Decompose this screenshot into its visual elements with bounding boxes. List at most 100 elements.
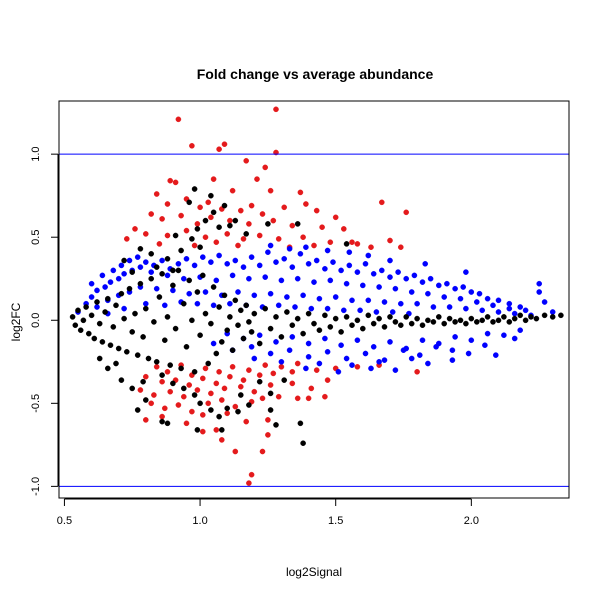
data-point — [102, 284, 108, 290]
data-point — [419, 322, 426, 329]
data-point — [294, 221, 301, 227]
data-point — [324, 305, 331, 312]
x-axis-label: log2Signal — [286, 565, 342, 579]
data-point — [408, 320, 415, 327]
data-point — [243, 231, 249, 237]
data-point — [134, 254, 141, 260]
data-point — [96, 320, 103, 327]
data-point — [248, 343, 255, 350]
data-point — [452, 334, 458, 340]
data-point — [227, 222, 233, 229]
data-point — [463, 320, 469, 327]
data-point — [191, 242, 198, 249]
data-point — [107, 279, 114, 285]
data-point — [88, 312, 95, 319]
data-point — [300, 330, 306, 337]
data-point — [183, 420, 190, 427]
data-point — [362, 350, 369, 357]
data-point — [311, 279, 317, 285]
data-point — [387, 339, 393, 345]
data-point — [178, 247, 184, 254]
data-point — [221, 202, 228, 209]
data-point — [121, 315, 127, 322]
data-point — [237, 392, 244, 398]
data-point — [324, 377, 331, 383]
data-point — [237, 383, 244, 390]
data-point — [284, 294, 290, 300]
data-point — [381, 324, 388, 330]
data-point — [387, 257, 393, 264]
y-axis: -1.0 -0.5 0.0 0.5 1.0 — [30, 147, 59, 496]
data-point — [392, 367, 399, 373]
data-point — [492, 352, 499, 358]
data-point — [354, 317, 361, 324]
data-point — [251, 310, 258, 317]
data-point — [167, 388, 173, 395]
data-point — [275, 302, 282, 309]
data-point — [216, 304, 222, 310]
data-point — [170, 287, 176, 294]
data-point — [216, 368, 222, 375]
data-point — [392, 319, 399, 325]
data-point — [468, 337, 475, 344]
data-point — [205, 199, 211, 206]
data-point — [273, 339, 279, 345]
data-point — [300, 292, 306, 299]
data-point — [368, 244, 374, 250]
data-point — [69, 314, 76, 320]
data-point — [397, 300, 404, 307]
data-point — [308, 305, 315, 312]
data-point — [159, 418, 165, 425]
data-point — [322, 312, 328, 319]
data-point — [129, 329, 135, 335]
data-point — [189, 408, 195, 415]
data-point — [191, 262, 198, 269]
data-point — [199, 254, 206, 260]
data-point — [522, 317, 529, 324]
data-point — [235, 408, 241, 415]
data-point — [142, 300, 149, 307]
data-point — [191, 392, 198, 398]
data-point — [191, 368, 198, 375]
data-point — [134, 407, 141, 413]
data-point — [311, 242, 317, 249]
y-axis-label: log2FC — [9, 302, 23, 341]
data-point — [224, 327, 230, 334]
x-tick-label: 1.5 — [328, 515, 343, 527]
data-point — [224, 405, 230, 412]
data-point — [186, 290, 192, 297]
data-point — [256, 262, 263, 269]
data-point — [229, 363, 236, 370]
data-point — [297, 420, 304, 427]
data-point — [218, 339, 225, 345]
data-point — [300, 440, 306, 447]
data-point — [224, 260, 230, 267]
data-point — [129, 385, 135, 392]
data-point — [164, 272, 171, 279]
data-point — [267, 290, 274, 297]
data-point — [161, 337, 168, 344]
data-point — [346, 249, 353, 255]
data-point — [189, 142, 195, 149]
data-point — [452, 319, 458, 325]
data-point — [452, 285, 458, 292]
data-point — [479, 317, 486, 324]
data-point — [189, 236, 195, 242]
data-point — [197, 204, 203, 211]
data-point — [511, 315, 518, 322]
data-point — [354, 337, 361, 344]
data-point — [243, 302, 249, 309]
data-point — [419, 337, 426, 344]
data-point — [267, 325, 274, 332]
data-point — [175, 402, 182, 408]
data-point — [376, 315, 382, 322]
data-point — [338, 329, 344, 335]
data-point — [227, 314, 233, 320]
data-point — [194, 300, 201, 307]
data-point — [354, 363, 361, 370]
data-point — [267, 242, 274, 249]
data-point — [359, 325, 366, 332]
data-point — [86, 330, 92, 337]
data-point — [216, 413, 222, 420]
data-point — [479, 307, 486, 314]
